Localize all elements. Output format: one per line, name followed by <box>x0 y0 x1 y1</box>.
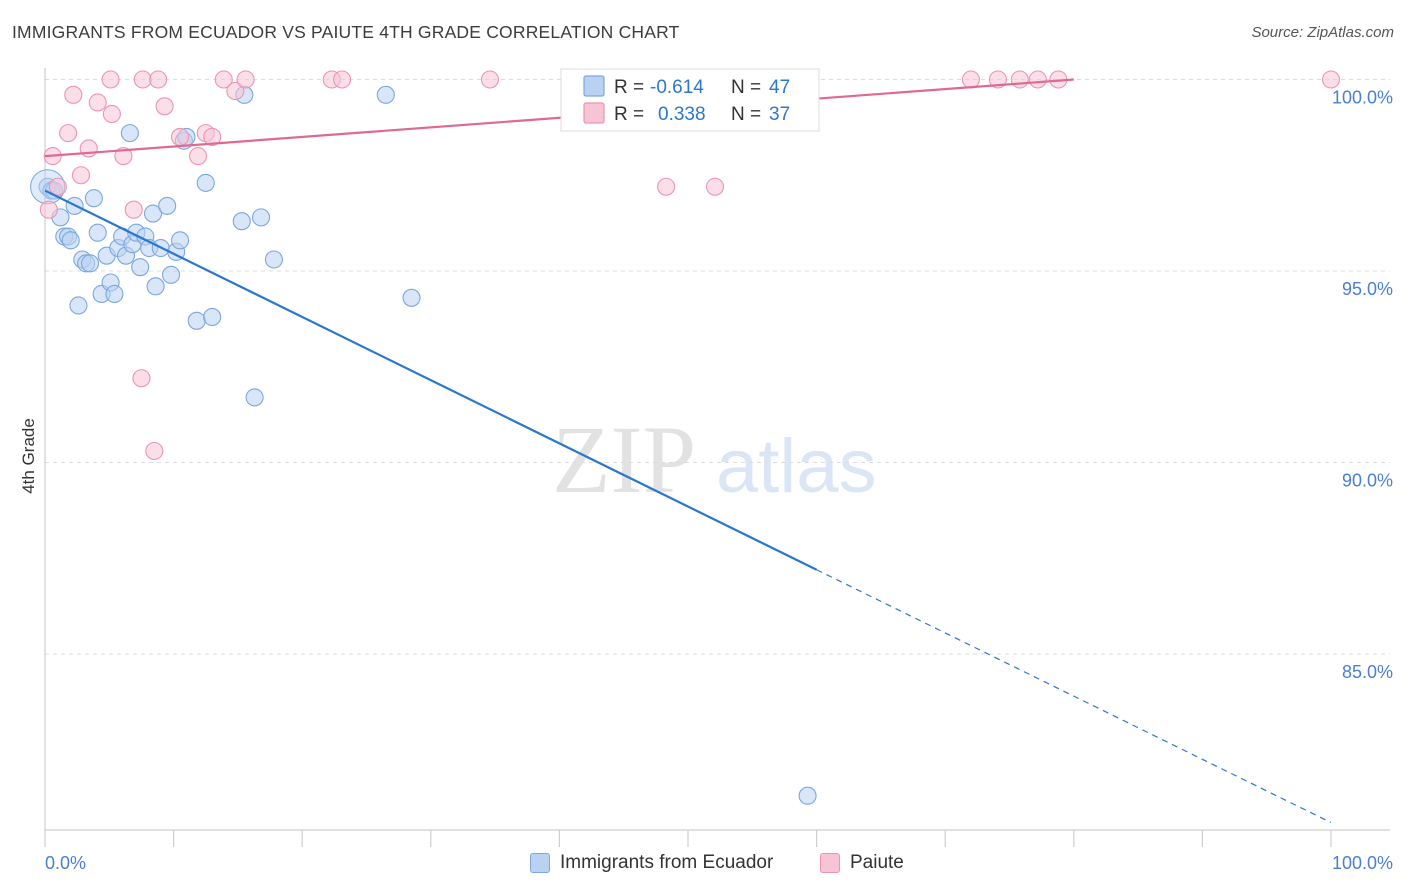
point-paiute <box>1028 70 1047 89</box>
point-paiute <box>114 147 133 166</box>
y-axis-label: 4th Grade <box>19 418 38 494</box>
y-tick-label: 100.0% <box>1332 88 1393 108</box>
watermark-zip: ZIP <box>552 406 696 513</box>
legend-r-value-ecuador: -0.614 <box>650 77 704 98</box>
legend-r-label-paiute: R = <box>614 104 644 125</box>
point-ecuador <box>146 277 165 296</box>
point-paiute <box>226 81 245 101</box>
point-paiute <box>145 441 164 461</box>
point-paiute <box>1010 70 1029 89</box>
correlation-legend: R = -0.614 N = 47 R = 0.338 N = 37 <box>560 68 820 132</box>
point-ecuador <box>80 254 100 273</box>
point-paiute <box>102 104 121 124</box>
point-paiute <box>101 70 120 89</box>
x-tick-label: 100.0% <box>1332 853 1393 873</box>
point-ecuador <box>245 388 264 407</box>
point-paiute <box>203 127 222 146</box>
point-paiute <box>657 177 676 196</box>
legend-label-ecuador: Immigrants from Ecuador <box>560 852 774 873</box>
y-tick-label: 90.0% <box>1342 471 1393 491</box>
point-ecuador <box>61 231 80 250</box>
point-paiute <box>236 70 255 89</box>
point-paiute <box>132 369 151 388</box>
point-ecuador <box>232 212 251 231</box>
point-ecuador <box>251 208 271 227</box>
point-paiute <box>705 177 725 196</box>
trend-line-ecuador <box>44 189 818 571</box>
point-paiute <box>39 200 58 219</box>
x-tick-label: 0.0% <box>45 853 86 873</box>
point-paiute <box>155 97 174 116</box>
legend-label-paiute: Paiute <box>850 852 904 873</box>
legend-swatch-ecuador-bottom <box>530 853 550 873</box>
point-ecuador <box>187 311 206 330</box>
point-paiute <box>188 147 208 166</box>
chart-title: IMMIGRANTS FROM ECUADOR VS PAIUTE 4TH GR… <box>12 22 680 42</box>
point-ecuador <box>264 250 283 269</box>
point-paiute <box>333 70 352 89</box>
point-ecuador <box>88 223 107 242</box>
gridlines <box>45 79 1390 655</box>
point-paiute <box>480 70 500 89</box>
point-paiute <box>214 70 233 89</box>
point-ecuador <box>105 284 124 304</box>
point-paiute <box>88 93 107 112</box>
point-paiute <box>961 70 980 89</box>
point-ecuador <box>203 307 222 327</box>
point-ecuador <box>120 124 139 143</box>
point-ecuador <box>69 296 88 315</box>
point-ecuador <box>402 288 421 307</box>
trend-line-paiute <box>44 78 1074 158</box>
watermark-atlas: atlas <box>716 424 877 509</box>
point-paiute <box>59 124 78 143</box>
legend-swatch-paiute-bottom <box>820 853 840 873</box>
source-label: Source: ZipAtlas.com <box>1251 24 1394 41</box>
point-ecuador <box>143 204 163 223</box>
trend-line-ecuador-extrapolated <box>816 569 1332 824</box>
legend-n-value-ecuador: 47 <box>769 77 790 98</box>
legend-item-ecuador: Immigrants from Ecuador <box>530 852 773 874</box>
axes <box>44 68 1390 847</box>
point-paiute <box>48 177 67 196</box>
trend-lines <box>44 78 1332 824</box>
point-paiute <box>149 70 168 89</box>
legend-n-value-paiute: 37 <box>769 104 790 125</box>
point-paiute <box>170 127 190 146</box>
point-ecuador <box>158 196 177 215</box>
legend-swatch-ecuador <box>583 75 605 97</box>
point-ecuador <box>131 258 150 277</box>
point-ecuador <box>798 786 817 805</box>
point-paiute <box>133 70 152 89</box>
legend-item-paiute: Paiute <box>820 852 904 874</box>
y-tick-label: 95.0% <box>1342 279 1393 299</box>
point-ecuador <box>376 85 395 104</box>
point-paiute <box>1321 70 1341 89</box>
legend-n-label-paiute: N = <box>731 104 761 125</box>
legend-swatch-paiute <box>583 102 605 124</box>
point-paiute <box>71 166 91 185</box>
bottom-legend: Immigrants from Ecuador Paiute <box>0 852 1406 878</box>
point-ecuador <box>170 231 190 250</box>
legend-r-value-paiute: 0.338 <box>658 104 706 125</box>
point-paiute <box>64 85 83 104</box>
legend-n-label-ecuador: N = <box>731 77 761 98</box>
point-paiute <box>124 200 143 219</box>
point-ecuador <box>161 265 181 284</box>
tick-labels: 100.0% 95.0% 90.0% 85.0% 0.0% 100.0% <box>45 88 1393 874</box>
point-ecuador <box>196 173 215 192</box>
legend-r-label-ecuador: R = <box>614 77 644 98</box>
point-ecuador <box>84 189 103 208</box>
y-tick-label: 85.0% <box>1342 662 1393 682</box>
